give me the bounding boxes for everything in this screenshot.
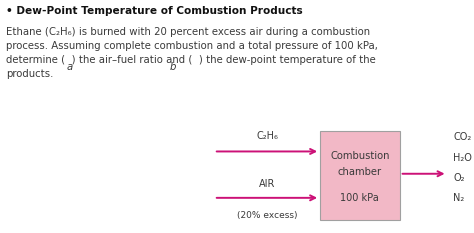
Text: C₂H₆: C₂H₆ [256, 131, 278, 141]
Text: H₂O: H₂O [453, 153, 472, 163]
Text: Combustion: Combustion [330, 151, 390, 161]
Text: 100 kPa: 100 kPa [340, 193, 379, 203]
Text: O₂: O₂ [453, 173, 465, 183]
Bar [320, 131, 400, 220]
Text: (20% excess): (20% excess) [237, 211, 297, 220]
Text: CO₂: CO₂ [453, 132, 472, 142]
Text: b: b [169, 62, 176, 72]
Text: • Dew-Point Temperature of Combustion Products: • Dew-Point Temperature of Combustion Pr… [6, 6, 303, 16]
Text: Ethane (C₂H₆) is burned with 20 percent excess air during a combustion
process. : Ethane (C₂H₆) is burned with 20 percent … [6, 27, 378, 79]
Text: N₂: N₂ [453, 193, 465, 203]
Text: AIR: AIR [259, 178, 275, 188]
Text: chamber: chamber [338, 167, 382, 177]
Text: a: a [67, 62, 73, 72]
